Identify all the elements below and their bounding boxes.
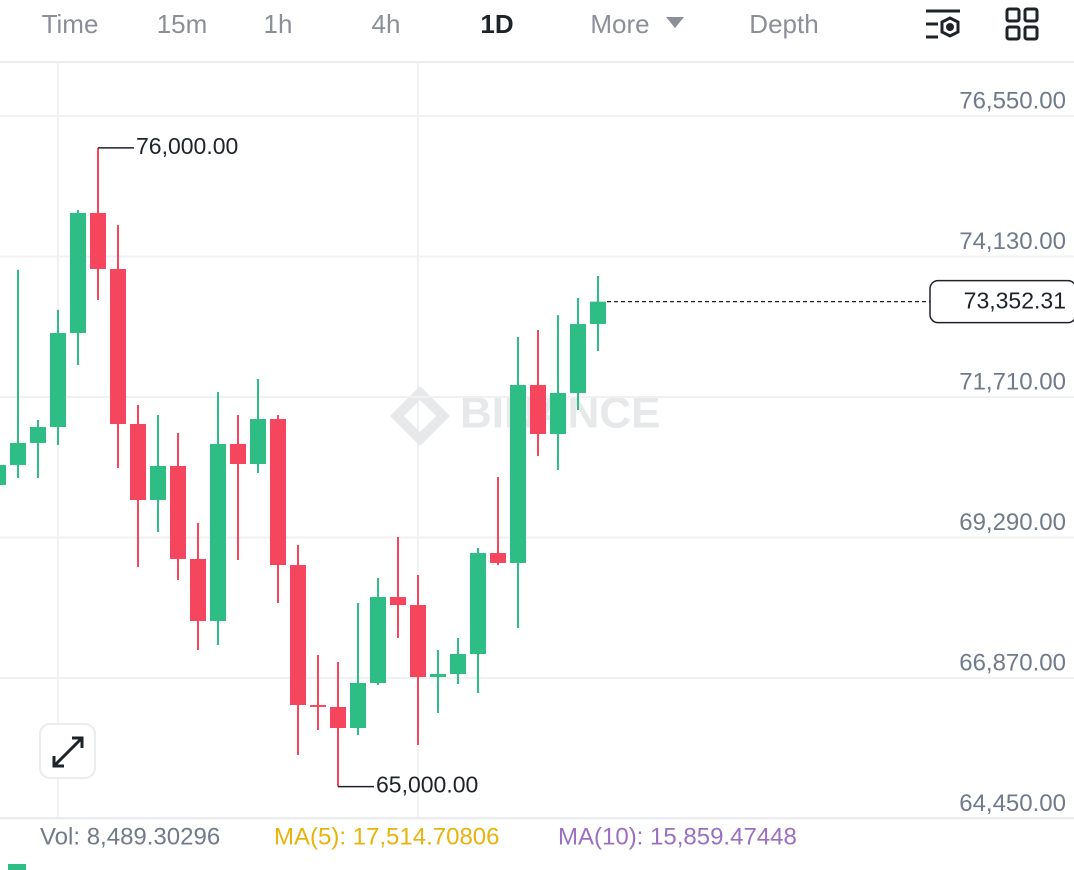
candle-body — [230, 443, 246, 464]
tab[interactable]: 1h — [264, 9, 293, 39]
vol-label: Vol: 8,489.30296 — [40, 823, 220, 850]
candle-body — [570, 324, 586, 393]
candle-body — [530, 384, 546, 434]
candle-body — [190, 558, 206, 621]
candle-body — [470, 552, 486, 655]
candle-body — [210, 443, 226, 621]
candle-body — [390, 597, 406, 606]
candle-body — [70, 212, 86, 334]
candle-body — [0, 464, 6, 486]
annotation-label: 65,000.00 — [376, 772, 478, 798]
candle-body — [270, 419, 286, 566]
settings-icon[interactable] — [926, 9, 960, 39]
candle-body — [330, 706, 346, 728]
tab[interactable]: Depth — [749, 9, 818, 39]
y-tick-label: 74,130.00 — [959, 228, 1066, 255]
y-tick-label: 64,450.00 — [959, 790, 1066, 817]
candle-body — [150, 465, 166, 500]
candle-body — [10, 442, 26, 465]
y-tick-label: 66,870.00 — [959, 649, 1066, 676]
candle-body — [350, 682, 366, 728]
last-price-label: 73,352.31 — [964, 288, 1066, 314]
candle-body — [130, 423, 146, 500]
candle-body — [90, 212, 106, 269]
candle-body — [170, 465, 186, 559]
y-tick-label: 69,290.00 — [959, 509, 1066, 536]
tab[interactable]: 15m — [157, 9, 208, 39]
candle-body — [410, 605, 426, 678]
vol-bar-hint — [8, 864, 26, 870]
candle-body — [550, 392, 566, 434]
candle-body — [290, 565, 306, 705]
annotation-label: 76,000.00 — [136, 133, 238, 159]
candle-body — [30, 427, 46, 443]
tab[interactable]: Time — [42, 9, 99, 39]
candle-body — [450, 654, 466, 674]
candle-body — [250, 419, 266, 464]
candle-body — [310, 704, 326, 707]
candle-body — [110, 268, 126, 424]
candle-body — [370, 597, 386, 683]
layout-icon[interactable] — [1005, 7, 1039, 41]
candle-body — [590, 301, 606, 325]
candle-body — [430, 673, 446, 678]
tab[interactable]: 4h — [372, 9, 401, 39]
ma10-label: MA(10): 15,859.47448 — [558, 823, 797, 850]
tab[interactable]: More — [590, 9, 649, 39]
dropdown-arrow[interactable] — [666, 17, 684, 28]
tab-active[interactable]: 1D — [480, 9, 513, 39]
candle-body — [510, 384, 526, 563]
watermark-logo — [390, 386, 450, 446]
expand-button[interactable] — [39, 723, 96, 779]
y-tick-label: 76,550.00 — [959, 87, 1066, 114]
candle-body — [490, 552, 506, 563]
ma5-label: MA(5): 17,514.70806 — [274, 823, 499, 850]
y-tick-label: 71,710.00 — [959, 368, 1066, 395]
candle-body — [50, 333, 66, 428]
last-price-box — [929, 279, 1074, 324]
